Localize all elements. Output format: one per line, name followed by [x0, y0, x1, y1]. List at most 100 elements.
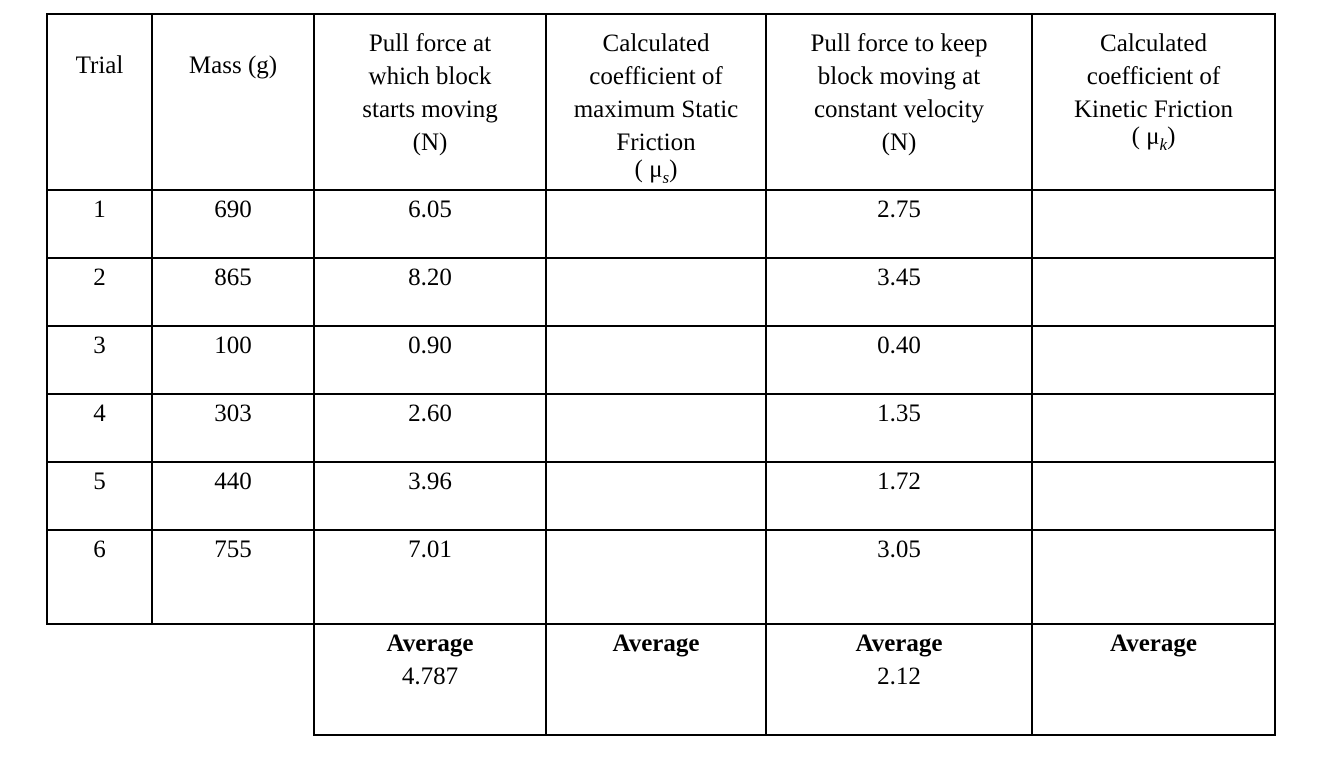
- header-cell: Mass (g): [151, 13, 315, 191]
- kinetic-pull: 0.40: [877, 332, 921, 359]
- cell: 3.05: [765, 529, 1033, 625]
- header-row: Trial Mass (g) Pull force at which block sta…: [46, 13, 1276, 191]
- empty-cell: [545, 257, 767, 327]
- cell: 865: [151, 257, 315, 327]
- average-row: Average 4.787 Average Average 2.12 Average: [47, 623, 1276, 736]
- trial: 1: [93, 196, 106, 223]
- cell: 100: [151, 325, 315, 395]
- average-label: Average: [612, 630, 700, 657]
- data-row: 5 440 3.96 1.72: [46, 461, 1276, 531]
- friction-table: Trial Mass (g) Pull force at which block sta…: [46, 13, 1276, 736]
- cell: 2.75: [765, 189, 1033, 259]
- header-text: Calculated: [1100, 30, 1207, 57]
- header-symbol: ( μs): [547, 156, 765, 189]
- data-row: 2 865 8.20 3.45: [46, 257, 1276, 327]
- header-cell: Pull force at which block starts moving (N): [313, 13, 547, 191]
- header-text: Pull force to keep: [810, 30, 988, 57]
- header-text: (N): [881, 129, 917, 156]
- cell: 6: [46, 529, 153, 625]
- cell: 690: [151, 189, 315, 259]
- data-row: 6 755 7.01 3.05: [46, 529, 1276, 625]
- mass: 440: [214, 468, 252, 495]
- header-text: which block: [368, 63, 492, 90]
- average-cell: Average 2.12: [765, 623, 1033, 736]
- header-text: coefficient of: [1086, 63, 1221, 90]
- empty-cell: [545, 393, 767, 463]
- mass: 690: [214, 196, 252, 223]
- header-text: (N): [412, 129, 448, 156]
- cell: 3: [46, 325, 153, 395]
- empty-cell: [1031, 257, 1276, 327]
- static-pull: 2.60: [408, 400, 452, 427]
- header-text: constant velocity: [813, 96, 985, 123]
- cell: 1.35: [765, 393, 1033, 463]
- header-text: Calculated: [602, 30, 710, 57]
- header-text: coefficient of: [589, 63, 723, 90]
- cell: 440: [151, 461, 315, 531]
- empty-cell: [545, 529, 767, 625]
- trial: 5: [93, 468, 106, 495]
- header-cell: Trial: [46, 13, 153, 191]
- kinetic-pull: 1.72: [877, 468, 921, 495]
- blank-cell: [47, 624, 314, 735]
- header-text: block moving at: [817, 63, 981, 90]
- cell: 303: [151, 393, 315, 463]
- cell: 7.01: [313, 529, 547, 625]
- cell: 4: [46, 393, 153, 463]
- kinetic-pull: 2.75: [877, 196, 921, 223]
- average-value: 4.787: [401, 663, 459, 690]
- average-cell: Average 4.787: [313, 623, 547, 736]
- static-pull: 7.01: [408, 536, 452, 563]
- mass: 100: [214, 332, 252, 359]
- average-label: Average: [855, 630, 943, 657]
- symbol-open: ( μ: [1131, 123, 1160, 150]
- data-row: 4 303 2.60 1.35: [46, 393, 1276, 463]
- kinetic-pull: 3.45: [877, 264, 921, 291]
- kinetic-pull: 3.05: [877, 536, 921, 563]
- header-symbol: ( μk): [1033, 123, 1274, 156]
- table-body: Trial Mass (g) Pull force at which block sta…: [46, 13, 1276, 736]
- header-text: Mass (g): [188, 52, 278, 79]
- average-label: Average: [1110, 630, 1197, 657]
- empty-cell: [1031, 529, 1276, 625]
- empty-cell: [545, 461, 767, 531]
- cell: 6.05: [313, 189, 547, 259]
- symbol-subscript: k: [1159, 135, 1168, 154]
- average-cell: Average: [545, 623, 767, 736]
- header-text: Trial: [75, 52, 124, 79]
- static-pull: 3.96: [408, 468, 452, 495]
- symbol-subscript: s: [662, 168, 670, 187]
- mass: 303: [214, 400, 252, 427]
- static-pull: 0.90: [408, 332, 452, 359]
- empty-cell: [1031, 461, 1276, 531]
- data-row: 1 690 6.05 2.75: [46, 189, 1276, 259]
- mass: 755: [214, 536, 252, 563]
- cell: 755: [151, 529, 315, 625]
- cell: 1.72: [765, 461, 1033, 531]
- cell: 5: [46, 461, 153, 531]
- trial: 4: [93, 400, 106, 427]
- symbol-open: ( μ: [634, 156, 663, 183]
- trial: 6: [93, 536, 106, 563]
- kinetic-pull: 1.35: [877, 400, 921, 427]
- header-text: Kinetic Friction: [1074, 96, 1233, 123]
- average-cell: Average: [1031, 623, 1276, 736]
- empty-cell: [1031, 189, 1276, 259]
- header-cell: Calculated coefficient of Kinetic Friction…: [1031, 13, 1276, 191]
- empty-cell: [1031, 325, 1276, 395]
- static-pull: 6.05: [408, 196, 452, 223]
- cell: 1: [46, 189, 153, 259]
- static-pull: 8.20: [408, 264, 452, 291]
- trial: 3: [93, 332, 106, 359]
- empty-cell: [545, 325, 767, 395]
- empty-cell: [545, 189, 767, 259]
- mass: 865: [214, 264, 252, 291]
- header-text: Pull force at: [368, 30, 492, 57]
- cell: 8.20: [313, 257, 547, 327]
- cell: 2.60: [313, 393, 547, 463]
- cell: 0.90: [313, 325, 547, 395]
- symbol-close: ): [1167, 123, 1176, 150]
- symbol-close: ): [669, 156, 678, 183]
- header-text: starts moving: [362, 96, 498, 123]
- header-text: Friction: [616, 129, 696, 156]
